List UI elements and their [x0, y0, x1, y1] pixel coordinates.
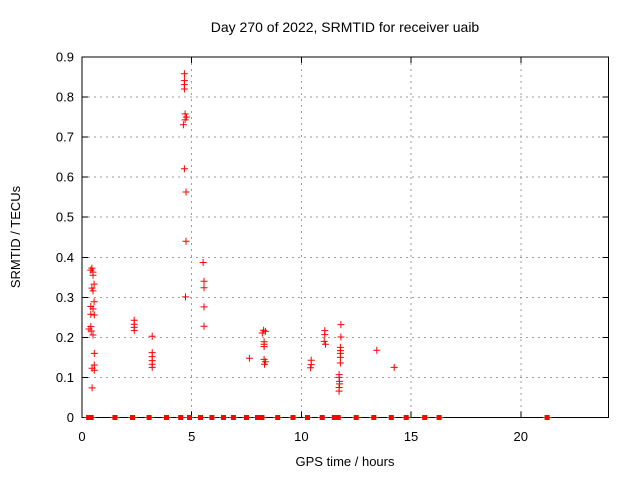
y-tick-label: 0.7	[56, 130, 74, 145]
data-point-marker	[260, 343, 268, 351]
data-point-marker	[148, 363, 156, 371]
x-tick-label: 5	[188, 429, 195, 444]
data-point-marker	[89, 331, 97, 339]
y-tick-label: 0.2	[56, 330, 74, 345]
data-point-marker	[180, 165, 188, 173]
data-point-marker	[200, 322, 208, 330]
data-point-marker	[336, 359, 344, 367]
data-point-marker	[90, 311, 98, 319]
x-tick-label: 15	[404, 429, 418, 444]
data-point-marker	[87, 327, 95, 335]
data-points	[85, 70, 398, 395]
data-point-marker	[180, 85, 188, 93]
data-point-marker	[200, 303, 208, 311]
y-tick-label: 0.4	[56, 250, 74, 265]
y-tick-label: 0.5	[56, 210, 74, 225]
data-point-marker	[90, 298, 98, 306]
y-tick-labels: 0 0.1 0.2 0.3 0.4 0.5 0.6 0.7 0.8 0.9	[56, 50, 74, 426]
y-tick-label: 0	[67, 410, 74, 425]
x-tick-label: 20	[514, 429, 528, 444]
data-point-marker	[181, 116, 189, 124]
data-point-marker	[89, 287, 97, 295]
data-point-marker	[180, 70, 188, 78]
data-point-marker	[335, 387, 343, 395]
data-point-marker	[182, 237, 190, 245]
data-point-marker	[245, 354, 253, 362]
y-axis-label: SRMTID / TECUs	[8, 185, 23, 288]
data-point-marker	[89, 271, 97, 279]
axis-ticks	[81, 56, 609, 418]
data-point-marker	[181, 110, 189, 118]
x-axis-label: GPS time / hours	[296, 454, 395, 469]
data-point-marker	[90, 366, 98, 374]
gridlines	[82, 57, 609, 418]
data-point-marker	[87, 310, 95, 318]
data-point-marker	[373, 346, 381, 354]
data-point-marker	[261, 327, 269, 335]
data-point-marker	[90, 349, 98, 357]
data-point-marker	[261, 360, 268, 368]
y-tick-label: 0.1	[56, 370, 74, 385]
y-tick-label: 0.8	[56, 90, 74, 105]
data-point-marker	[390, 363, 398, 371]
zero-markers	[84, 415, 552, 420]
data-point-marker	[322, 340, 329, 348]
data-point-marker	[88, 384, 96, 392]
x-tick-label: 0	[78, 429, 85, 444]
data-point-marker	[148, 332, 156, 340]
data-point-marker	[200, 284, 208, 292]
chart-title: Day 270 of 2022, SRMTID for receiver uai…	[211, 19, 480, 35]
x-tick-labels: 0 5 10 15 20	[78, 429, 528, 444]
data-point-marker	[199, 259, 207, 266]
data-point-marker	[182, 188, 190, 196]
data-point-marker	[182, 293, 189, 301]
plot-border	[81, 56, 609, 418]
data-point-marker	[90, 280, 98, 288]
x-tick-label: 10	[294, 429, 308, 444]
data-point-marker	[258, 329, 266, 337]
data-point-marker	[337, 333, 345, 341]
data-point-marker	[200, 277, 208, 285]
y-tick-label: 0.3	[56, 290, 74, 305]
data-point-marker	[130, 327, 138, 335]
data-point-marker	[337, 321, 345, 329]
data-point-marker	[321, 331, 329, 339]
data-point-marker	[179, 121, 187, 129]
data-point-marker	[89, 305, 97, 313]
data-point-marker	[307, 364, 315, 372]
y-tick-label: 0.6	[56, 170, 74, 185]
data-point-marker	[307, 361, 315, 369]
y-tick-label: 0.9	[56, 50, 74, 65]
